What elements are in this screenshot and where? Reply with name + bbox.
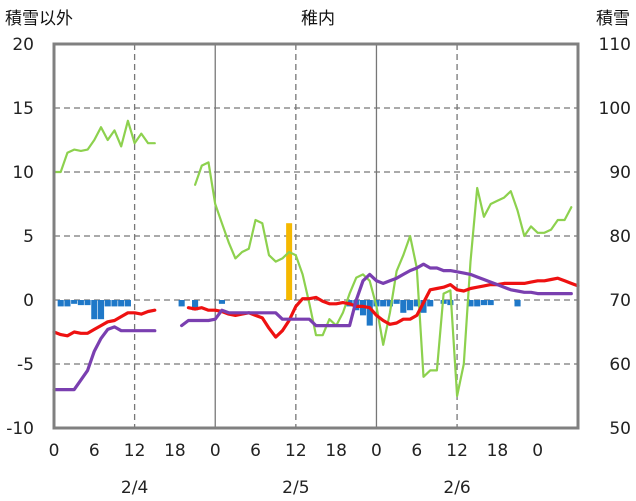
snow_depth-line (194, 161, 573, 398)
snow_depth-line (52, 119, 156, 174)
right-tick-label: 60 (609, 355, 631, 375)
snowfall-bar (124, 300, 131, 307)
x-tick-label: 18 (487, 441, 509, 461)
precipitation-bar (286, 223, 293, 300)
right-tick-label: 80 (609, 227, 631, 247)
left-tick-label: -10 (6, 419, 34, 439)
x-tick-label: 0 (532, 441, 543, 461)
snowfall-bar (178, 300, 185, 307)
snowfall-bar (386, 300, 393, 307)
plot-frame (52, 42, 580, 430)
snowfall-bar (77, 300, 84, 306)
snowfall-bar (420, 300, 427, 313)
snowfall-bar (91, 300, 98, 320)
snowfall-bar (467, 300, 474, 307)
x-tick-label: 6 (411, 441, 422, 461)
left-tick-label: 15 (12, 99, 34, 119)
left-axis-title: 積雪以外 (5, 9, 73, 29)
x-tick-label: 6 (89, 441, 100, 461)
right-tick-label: 50 (609, 419, 631, 439)
right-tick-label: 70 (609, 291, 631, 311)
snowfall-bar (406, 300, 414, 311)
snowfall-bar (400, 300, 407, 313)
x-tick-label: 0 (210, 441, 221, 461)
chart-title: 稚内 (301, 9, 335, 29)
date-label: 2/4 (121, 478, 148, 498)
right-axis-title: 積雪 (596, 9, 630, 29)
snowfall-bar (393, 300, 400, 304)
snowfall-bar (413, 300, 420, 307)
snowfall-bar (64, 300, 71, 307)
x-tick-label: 6 (250, 441, 261, 461)
snowfall-bar (192, 300, 199, 311)
snowfall-bar (57, 300, 64, 307)
snowfall-bar (380, 300, 387, 307)
wind-line (52, 325, 157, 392)
right-tick-label: 100 (599, 99, 631, 119)
temperature-line (52, 308, 157, 338)
snowfall-bar (104, 300, 111, 307)
snowfall-bar (474, 300, 481, 307)
snowfall-bar (71, 300, 78, 304)
left-tick-label: -5 (17, 355, 34, 375)
right-tick-label: 110 (599, 35, 631, 55)
left-tick-label: 5 (23, 227, 34, 247)
x-tick-label: 18 (325, 441, 347, 461)
snowfall-bar (84, 300, 91, 306)
x-tick-label: 18 (164, 441, 186, 461)
snowfall-bar (97, 300, 105, 320)
snowfall-bar (111, 300, 118, 307)
temperature-line (186, 276, 580, 339)
x-tick-label: 0 (49, 441, 60, 461)
x-tick-label: 12 (446, 441, 468, 461)
left-tick-label: 20 (12, 35, 34, 55)
x-tick-label: 12 (124, 441, 146, 461)
wind-line (180, 262, 573, 328)
snowfall-bar (514, 300, 521, 307)
snowfall-bar (480, 300, 488, 306)
date-label: 2/5 (282, 478, 309, 498)
snowfall-bar (366, 300, 373, 326)
snowfall-bar (118, 300, 125, 307)
x-tick-label: 12 (285, 441, 307, 461)
x-tick-label: 0 (371, 441, 382, 461)
right-tick-label: 90 (609, 163, 631, 183)
snowfall-bar (487, 300, 494, 306)
date-label: 2/6 (443, 478, 470, 498)
snowfall-bar (427, 300, 434, 307)
left-tick-label: 0 (23, 291, 34, 311)
left-tick-label: 10 (12, 163, 34, 183)
snowfall-bar (218, 300, 226, 304)
